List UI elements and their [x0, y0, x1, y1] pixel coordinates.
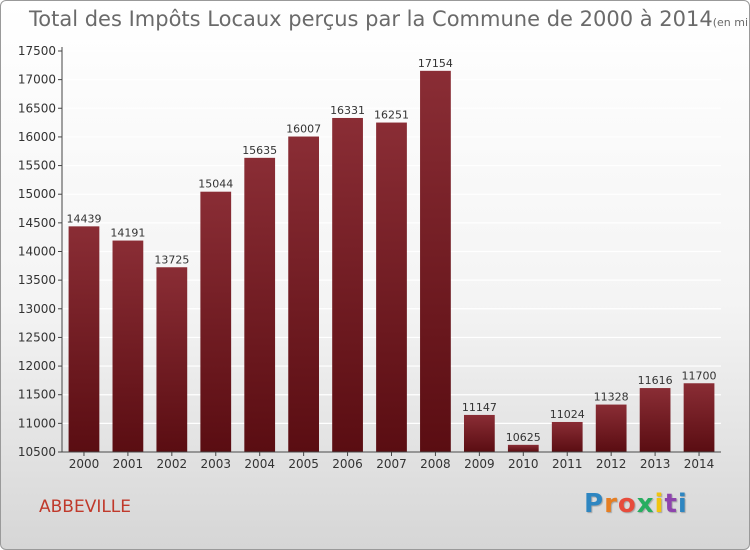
bar	[156, 267, 188, 452]
commune-name: ABBEVILLE	[39, 497, 132, 517]
x-tick-label: 2012	[596, 457, 627, 471]
data-label: 13725	[154, 253, 189, 266]
data-label: 16007	[286, 123, 321, 136]
bar	[288, 136, 320, 452]
x-tick-label: 2011	[552, 457, 583, 471]
bar	[463, 414, 495, 452]
data-label: 17154	[418, 57, 453, 70]
data-label: 14191	[110, 227, 145, 240]
bar	[420, 70, 451, 452]
data-label: 16331	[330, 104, 365, 117]
y-tick-label: 16000	[18, 130, 56, 144]
data-label: 10625	[506, 431, 541, 444]
data-label: 11700	[682, 369, 717, 382]
y-tick-label: 12000	[18, 359, 56, 373]
logo-letter: o	[617, 489, 637, 519]
logo-letter: t	[664, 489, 678, 519]
chart-title-unit: (en milliers d'€)	[712, 16, 749, 29]
bar	[683, 383, 715, 452]
bar	[112, 240, 144, 452]
logo-letter: x	[636, 489, 655, 519]
x-tick-label: 2003	[200, 457, 231, 471]
proxiti-logo: Proxiti	[584, 489, 688, 519]
bar	[376, 122, 407, 452]
bar	[595, 404, 627, 452]
x-tick-label: 2008	[420, 457, 451, 471]
y-tick-label: 14000	[18, 245, 56, 259]
y-tick-label: 11000	[18, 416, 56, 430]
data-label: 11024	[550, 408, 585, 421]
data-label: 16251	[374, 109, 409, 122]
y-tick-label: 13000	[18, 302, 56, 316]
x-tick-label: 2006	[332, 457, 363, 471]
bar	[551, 421, 583, 452]
bar	[332, 117, 363, 452]
bar	[200, 191, 232, 452]
data-label: 15044	[198, 178, 233, 191]
data-label: 11616	[638, 374, 673, 387]
x-tick-label: 2005	[288, 457, 319, 471]
x-tick-label: 2007	[376, 457, 407, 471]
data-label: 11328	[594, 391, 629, 404]
y-tick-label: 12500	[18, 330, 56, 344]
logo-letter: P	[584, 489, 605, 519]
y-tick-label: 17000	[18, 73, 56, 87]
x-tick-label: 2001	[113, 457, 144, 471]
logo-letter: i	[677, 489, 688, 519]
y-tick-label: 16500	[18, 101, 56, 115]
y-tick-label: 10500	[18, 445, 56, 459]
x-tick-label: 2013	[640, 457, 671, 471]
x-tick-label: 2014	[684, 457, 715, 471]
y-tick-label: 15500	[18, 159, 56, 173]
x-tick-label: 2009	[464, 457, 495, 471]
chart-title: Total des Impôts Locaux perçus par la Co…	[29, 7, 749, 31]
bar	[639, 388, 671, 452]
y-tick-label: 15000	[18, 187, 56, 201]
y-tick-label: 17500	[18, 44, 56, 58]
bar	[68, 226, 100, 452]
x-tick-label: 2004	[244, 457, 275, 471]
x-tick-label: 2010	[508, 457, 539, 471]
data-label: 11147	[462, 401, 497, 414]
bar	[507, 444, 539, 452]
logo-letter: r	[604, 489, 618, 519]
logo-letter: i	[654, 489, 665, 519]
data-label: 14439	[66, 212, 101, 225]
y-tick-label: 11500	[18, 388, 56, 402]
bar	[244, 157, 276, 452]
y-tick-label: 13500	[18, 273, 56, 287]
x-tick-label: 2002	[157, 457, 188, 471]
y-tick-label: 14500	[18, 216, 56, 230]
chart-title-text: Total des Impôts Locaux perçus par la Co…	[29, 7, 713, 31]
data-label: 15635	[242, 144, 277, 157]
x-tick-label: 2000	[69, 457, 100, 471]
